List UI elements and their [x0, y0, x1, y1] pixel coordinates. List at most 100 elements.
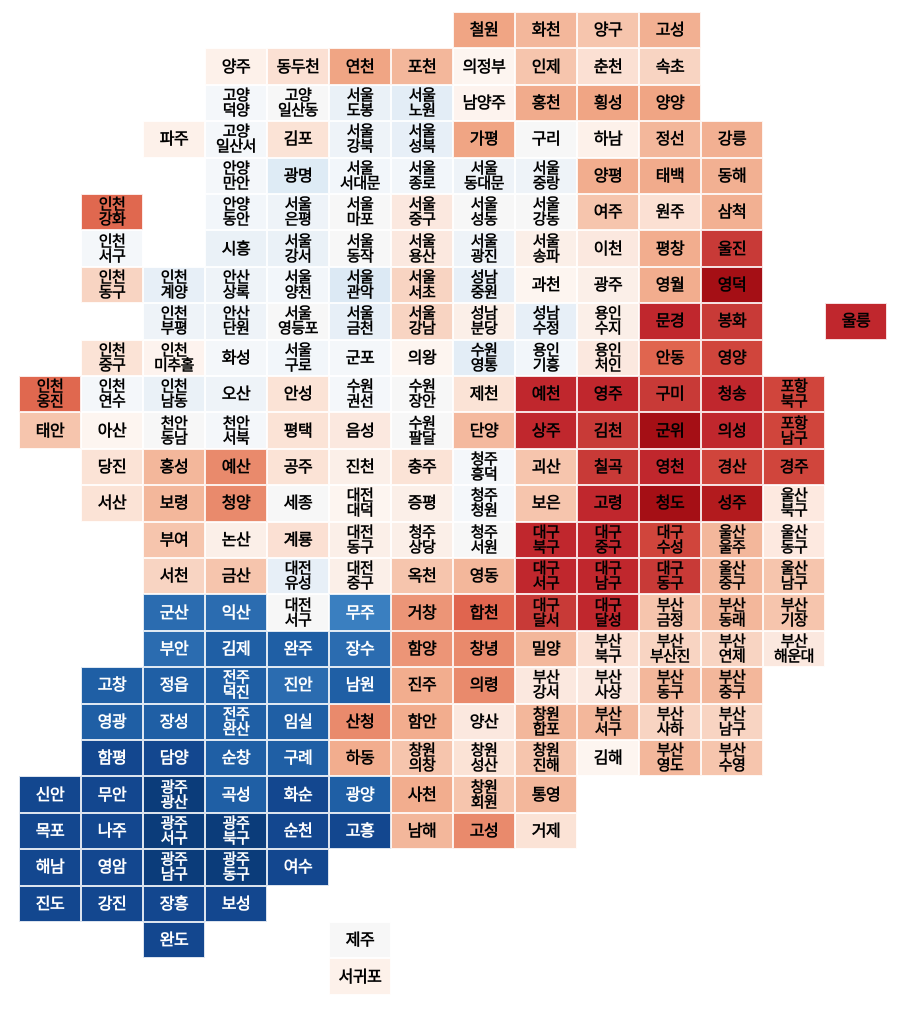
region-tile: 의성: [701, 412, 763, 449]
region-tile: 서울 서대문: [329, 157, 391, 194]
region-tile: 인천 남동: [143, 376, 205, 413]
region-tile: 여수: [267, 849, 329, 886]
region-tile: 고성: [639, 12, 701, 49]
region-tile: 무안: [81, 776, 143, 813]
region-tile: 진주: [391, 667, 453, 704]
region-tile: 광주 동구: [205, 849, 267, 886]
region-tile: 부산 금정: [639, 594, 701, 631]
region-tile: 속초: [639, 48, 701, 85]
region-tile: 구미: [639, 376, 701, 413]
region-tile: 삼척: [701, 194, 763, 231]
region-tile: 서울 강북: [329, 121, 391, 158]
region-tile: 연천: [329, 48, 391, 85]
region-tile: 영월: [639, 266, 701, 304]
region-tile: 서울 종로: [391, 157, 453, 194]
region-tile: 창원 합포: [515, 703, 577, 740]
region-tile: 영동: [453, 558, 515, 595]
region-tile: 성주: [701, 485, 763, 522]
region-tile: 철원: [453, 12, 515, 49]
region-tile: 서울 동작: [329, 230, 391, 267]
region-tile: 남해: [391, 812, 453, 850]
region-tile: 화성: [205, 339, 267, 376]
region-tile: 대구 동구: [639, 558, 701, 595]
region-tile: 영천: [639, 448, 701, 486]
region-tile: 부안: [143, 630, 205, 668]
region-tile: 계룡: [267, 521, 329, 558]
region-tile: 논산: [205, 521, 267, 558]
region-tile: 청도: [639, 485, 701, 522]
region-tile: 대구 남구: [577, 558, 639, 595]
region-tile: 포항 북구: [763, 376, 825, 413]
region-tile: 천안 서북: [205, 412, 267, 449]
region-tile: 인천 동구: [81, 266, 143, 304]
region-tile: 옥천: [391, 558, 453, 595]
region-tile: 부산 중구: [701, 667, 763, 704]
region-tile: 청송: [701, 376, 763, 413]
region-tile: 영광: [81, 703, 143, 740]
region-tile: 양산: [453, 703, 515, 740]
region-tile: 신안: [19, 776, 81, 813]
region-tile: 청주 상당: [391, 521, 453, 558]
region-tile: 봉화: [701, 303, 763, 340]
region-tile: 인천 연수: [81, 376, 143, 413]
region-tile: 보은: [515, 485, 577, 522]
region-tile: 창원 진해: [515, 740, 577, 777]
region-tile: 완주: [267, 630, 329, 668]
region-tile: 정읍: [143, 667, 205, 704]
region-tile: 합천: [453, 594, 515, 631]
region-tile: 평창: [639, 230, 701, 267]
region-tile: 제주: [329, 922, 391, 959]
region-tile: 목포: [19, 812, 81, 850]
region-tile: 보성: [205, 885, 267, 922]
region-tile: 전주 완산: [205, 703, 267, 740]
region-tile: 부산 동구: [639, 667, 701, 704]
region-tile: 나주: [81, 812, 143, 850]
region-tile: 대구 달서: [515, 594, 577, 631]
region-tile: 양양: [639, 84, 701, 122]
region-tile: 하남: [577, 121, 639, 158]
region-tile: 서울 양천: [267, 266, 329, 304]
region-tile: 군산: [143, 594, 205, 631]
region-tile: 원주: [639, 194, 701, 231]
region-tile: 부산 서구: [577, 703, 639, 740]
region-tile: 인천 계양: [143, 266, 205, 304]
region-tile: 보령: [143, 485, 205, 522]
region-tile: 인천 중구: [81, 339, 143, 376]
region-tile: 장수: [329, 630, 391, 668]
region-tile: 군포: [329, 339, 391, 376]
region-tile: 서울 강남: [391, 303, 453, 340]
region-tile: 서울 영등포: [267, 303, 329, 340]
region-tile: 과천: [515, 266, 577, 304]
region-tile: 광주 광산: [143, 776, 205, 813]
region-tile: 청양: [205, 485, 267, 522]
region-tile: 울산 남구: [763, 558, 825, 595]
region-tile: 강진: [81, 885, 143, 922]
region-tile: 공주: [267, 448, 329, 486]
region-tile: 오산: [205, 376, 267, 413]
region-tile: 사천: [391, 776, 453, 813]
region-tile: 서천: [143, 558, 205, 595]
region-tile: 고령: [577, 485, 639, 522]
region-tile: 서울 용산: [391, 230, 453, 267]
region-tile: 여주: [577, 194, 639, 231]
region-tile: 거창: [391, 594, 453, 631]
region-tile: 대전 동구: [329, 521, 391, 558]
region-tile: 성남 수정: [515, 303, 577, 340]
region-tile: 함양: [391, 630, 453, 668]
region-tile: 인천 옹진: [19, 376, 81, 413]
region-tile: 예천: [515, 376, 577, 413]
region-tile: 광주 남구: [143, 849, 205, 886]
region-tile: 청주 흥덕: [453, 448, 515, 486]
region-tile: 부산 영도: [639, 740, 701, 777]
region-tile: 괴산: [515, 448, 577, 486]
region-tile: 무주: [329, 594, 391, 631]
region-tile: 수원 영통: [453, 339, 515, 376]
region-tile: 태백: [639, 157, 701, 194]
region-tile: 인천 서구: [81, 230, 143, 267]
region-tile: 구례: [267, 740, 329, 777]
region-tile: 금산: [205, 558, 267, 595]
region-tile: 당진: [81, 448, 143, 486]
region-tile: 군위: [639, 412, 701, 449]
region-tile: 서울 마포: [329, 194, 391, 231]
